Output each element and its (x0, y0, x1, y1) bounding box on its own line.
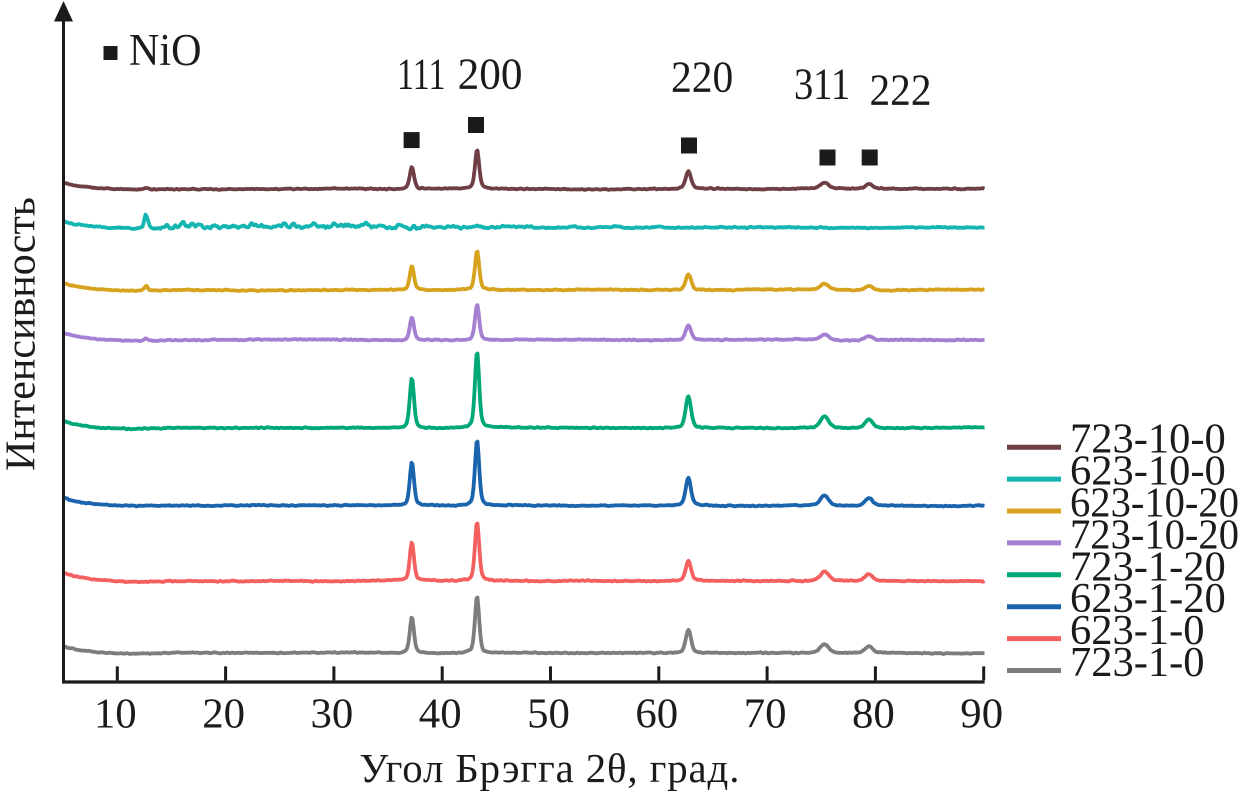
svg-text:623-10-20: 623-10-20 (1070, 480, 1239, 527)
svg-text:723-1-20: 723-1-20 (1070, 543, 1226, 590)
svg-text:723-10-0: 723-10-0 (1070, 416, 1226, 463)
svg-text:723-10-20: 723-10-20 (1070, 511, 1239, 558)
svg-text:80: 80 (852, 690, 895, 737)
svg-text:Угол Брэгга 2θ, град.: Угол Брэгга 2θ, град. (359, 746, 739, 791)
svg-text:10: 10 (94, 690, 137, 737)
svg-text:220: 220 (671, 52, 733, 102)
svg-text:111: 111 (397, 48, 446, 98)
svg-text:Интенсивность: Интенсивность (0, 197, 44, 471)
svg-text:90: 90 (960, 690, 1003, 737)
svg-text:70: 70 (744, 690, 787, 737)
svg-text:311: 311 (794, 58, 850, 108)
svg-text:30: 30 (311, 690, 354, 737)
svg-text:50: 50 (527, 690, 570, 737)
svg-text:NiO: NiO (129, 25, 202, 75)
svg-text:623-1-20: 623-1-20 (1070, 575, 1226, 622)
svg-text:200: 200 (458, 48, 523, 98)
svg-text:60: 60 (635, 690, 678, 737)
svg-text:20: 20 (202, 690, 245, 737)
svg-text:222: 222 (870, 65, 932, 115)
svg-text:40: 40 (419, 690, 462, 737)
svg-text:623-10-0: 623-10-0 (1070, 448, 1226, 495)
svg-text:723-1-0: 723-1-0 (1070, 639, 1205, 686)
svg-text:623-1-0: 623-1-0 (1070, 607, 1205, 654)
